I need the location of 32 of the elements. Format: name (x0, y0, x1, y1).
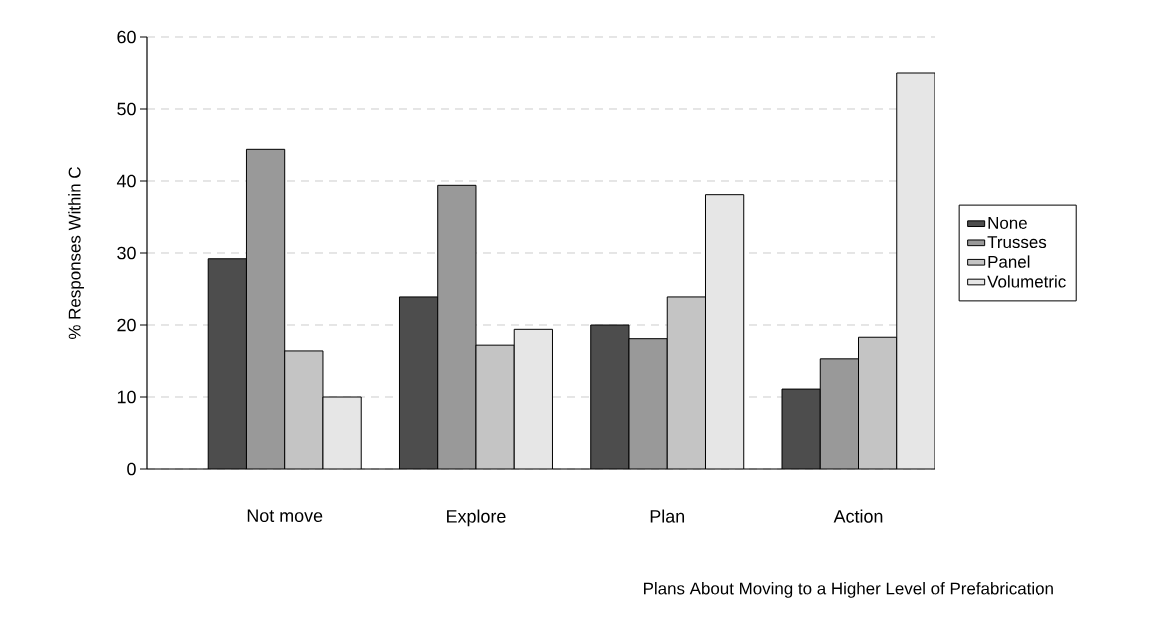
y-axis-title: % Responses Within C (68, 167, 84, 339)
y-tick-label: 40 (116, 174, 136, 188)
bar (246, 149, 285, 469)
y-tick-label: 10 (117, 390, 136, 404)
bar (322, 397, 362, 469)
y-tick-label: 20 (117, 318, 136, 332)
bar (858, 336, 898, 469)
bar (475, 345, 515, 469)
bar (208, 258, 247, 469)
bar (399, 296, 438, 469)
bar (437, 185, 476, 469)
legend-label: Trusses (987, 236, 1047, 249)
bar (896, 72, 936, 469)
x-tick-label: Not move (247, 509, 323, 523)
bar (705, 194, 744, 469)
bar (781, 388, 821, 469)
x-tick-label: Explore (447, 509, 506, 527)
legend-label: None (988, 217, 1027, 229)
bar (514, 329, 553, 469)
y-tick-label: 0 (127, 462, 136, 476)
legend-label: Volumetric (987, 275, 1066, 288)
bar (590, 325, 629, 469)
bar (819, 358, 860, 469)
x-tick-label: Plan (650, 509, 685, 523)
x-tick-label: Action (833, 509, 883, 523)
y-tick-label: 30 (117, 246, 136, 260)
x-axis-title: Plans About Moving to a Higher Level of Prefabrication (644, 582, 1053, 598)
bar (628, 338, 668, 469)
y-tick-label: 50 (117, 102, 136, 116)
y-tick-label: 60 (117, 30, 136, 44)
legend-label: Panel (988, 255, 1030, 268)
bar (284, 350, 323, 469)
